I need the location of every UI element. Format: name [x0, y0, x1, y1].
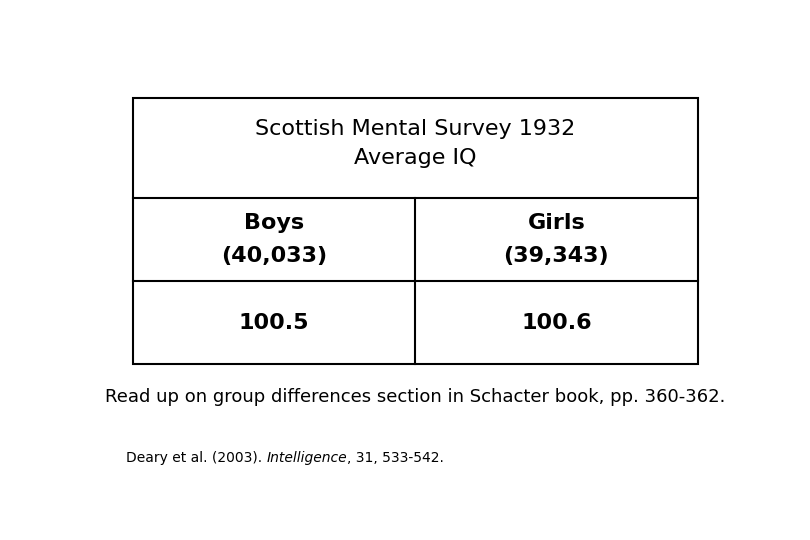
Text: (39,343): (39,343) — [504, 246, 609, 266]
Text: , 31, 533-542.: , 31, 533-542. — [347, 451, 445, 465]
Text: Boys: Boys — [244, 213, 304, 233]
Text: (40,033): (40,033) — [221, 246, 327, 266]
Text: Intelligence: Intelligence — [266, 451, 347, 465]
Text: 100.6: 100.6 — [521, 313, 591, 333]
Text: Scottish Mental Survey 1932: Scottish Mental Survey 1932 — [255, 119, 575, 139]
Bar — [133, 98, 697, 364]
Text: Deary et al. (2003).: Deary et al. (2003). — [126, 451, 266, 465]
Text: Average IQ: Average IQ — [354, 148, 476, 168]
Text: Read up on group differences section in Schacter book, pp. 360-362.: Read up on group differences section in … — [105, 388, 725, 407]
Text: Girls: Girls — [527, 213, 586, 233]
Text: 100.5: 100.5 — [239, 313, 309, 333]
